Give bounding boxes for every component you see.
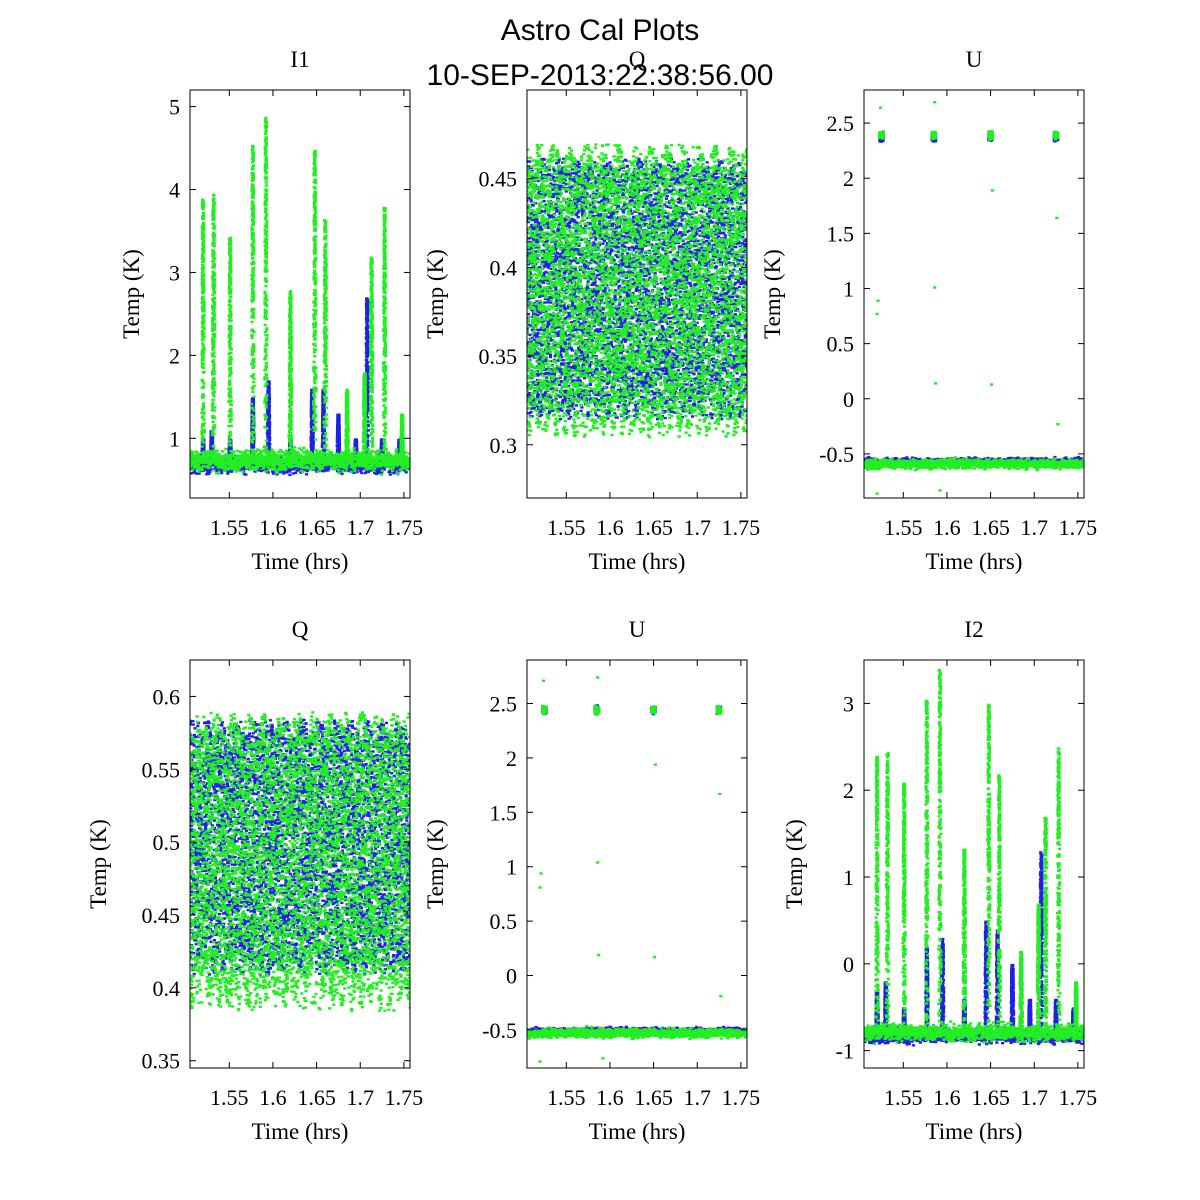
x-axis-label: Time (hrs) — [252, 1119, 349, 1144]
y-tick-label: 2 — [843, 778, 854, 803]
x-tick-label: 1.6 — [596, 515, 624, 540]
x-tick-label: 1.65 — [297, 515, 336, 540]
y-tick-label: 1 — [169, 426, 180, 451]
y-tick-label: 0.3 — [490, 433, 518, 458]
y-tick-label: 3 — [169, 260, 180, 285]
y-tick-label: 2.5 — [490, 692, 518, 717]
x-axis-label: Time (hrs) — [926, 549, 1023, 574]
y-axis-label: Temp (K) — [86, 819, 111, 909]
y-tick-label: 4 — [169, 178, 180, 203]
x-tick-label: 1.65 — [297, 1085, 336, 1110]
y-axis-label: Temp (K) — [119, 249, 144, 339]
figure-title-line1: Astro Cal Plots — [501, 14, 699, 47]
y-tick-label: 0.35 — [142, 1049, 181, 1074]
y-tick-label: 5 — [169, 95, 180, 120]
y-tick-label: 2 — [169, 343, 180, 368]
x-tick-label: 1.55 — [884, 1085, 923, 1110]
x-tick-label: 1.75 — [385, 515, 424, 540]
x-tick-label: 1.6 — [933, 515, 961, 540]
y-tick-label: 1 — [506, 855, 517, 880]
y-tick-label: 0.45 — [142, 903, 181, 928]
y-tick-label: 1.5 — [490, 800, 518, 825]
x-tick-label: 1.6 — [259, 1085, 287, 1110]
x-tick-label: 1.55 — [884, 515, 923, 540]
subplot-title: U — [629, 617, 646, 642]
x-tick-label: 1.55 — [210, 1085, 249, 1110]
y-axis-label: Temp (K) — [423, 819, 448, 909]
y-tick-label: 0 — [843, 952, 854, 977]
x-tick-label: 1.75 — [722, 515, 761, 540]
x-tick-label: 1.55 — [210, 515, 249, 540]
x-tick-label: 1.7 — [346, 1085, 374, 1110]
y-tick-label: 2.5 — [827, 111, 855, 136]
x-tick-label: 1.55 — [547, 515, 586, 540]
x-tick-label: 1.65 — [634, 515, 673, 540]
y-tick-label: -0.5 — [819, 442, 854, 467]
y-tick-label: -0.5 — [482, 1018, 517, 1043]
y-tick-label: 0.55 — [142, 757, 181, 782]
y-tick-label: 0 — [506, 964, 517, 989]
y-tick-label: 1.5 — [827, 221, 855, 246]
y-tick-label: 1 — [843, 276, 854, 301]
y-tick-label: 0.4 — [153, 976, 181, 1001]
y-tick-label: -1 — [836, 1039, 854, 1064]
subplot-title: I2 — [964, 617, 983, 642]
y-tick-label: 0.4 — [490, 255, 518, 280]
x-tick-label: 1.7 — [346, 515, 374, 540]
y-tick-label: 1 — [843, 865, 854, 890]
subplot-title: I1 — [290, 47, 309, 72]
y-tick-label: 0.35 — [479, 344, 518, 369]
y-tick-label: 3 — [843, 691, 854, 716]
y-tick-label: 2 — [843, 166, 854, 191]
x-tick-label: 1.65 — [634, 1085, 673, 1110]
y-tick-label: 0.45 — [479, 167, 518, 192]
y-axis-label: Temp (K) — [782, 819, 807, 909]
x-tick-label: 1.7 — [1020, 515, 1048, 540]
x-tick-label: 1.75 — [1059, 1085, 1098, 1110]
x-axis-label: Time (hrs) — [926, 1119, 1023, 1144]
x-tick-label: 1.65 — [971, 1085, 1010, 1110]
x-axis-label: Time (hrs) — [589, 549, 686, 574]
x-tick-label: 1.6 — [596, 1085, 624, 1110]
x-tick-label: 1.7 — [683, 515, 711, 540]
x-tick-label: 1.7 — [683, 1085, 711, 1110]
x-tick-label: 1.75 — [385, 1085, 424, 1110]
y-axis-label: Temp (K) — [423, 249, 448, 339]
subplot-title: Q — [292, 617, 309, 642]
y-axis-label: Temp (K) — [760, 249, 785, 339]
x-axis-label: Time (hrs) — [589, 1119, 686, 1144]
y-tick-label: 0.5 — [827, 332, 855, 357]
x-tick-label: 1.55 — [547, 1085, 586, 1110]
y-tick-label: 2 — [506, 746, 517, 771]
x-tick-label: 1.7 — [1020, 1085, 1048, 1110]
x-tick-label: 1.6 — [259, 515, 287, 540]
x-axis-label: Time (hrs) — [252, 549, 349, 574]
x-tick-label: 1.65 — [971, 515, 1010, 540]
x-tick-label: 1.6 — [933, 1085, 961, 1110]
x-tick-label: 1.75 — [722, 1085, 761, 1110]
y-tick-label: 0 — [843, 387, 854, 412]
figure-title-line2: 10-SEP-2013:22:38:56.00 — [427, 59, 774, 92]
subplot-title: U — [966, 47, 983, 72]
x-tick-label: 1.75 — [1059, 515, 1098, 540]
y-tick-label: 0.5 — [490, 909, 518, 934]
y-tick-label: 0.5 — [153, 830, 181, 855]
y-tick-label: 0.6 — [153, 684, 181, 709]
